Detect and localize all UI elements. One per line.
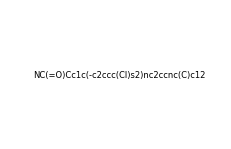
Text: NC(=O)Cc1c(-c2ccc(Cl)s2)nc2ccnc(C)c12: NC(=O)Cc1c(-c2ccc(Cl)s2)nc2ccnc(C)c12 bbox=[33, 71, 204, 80]
